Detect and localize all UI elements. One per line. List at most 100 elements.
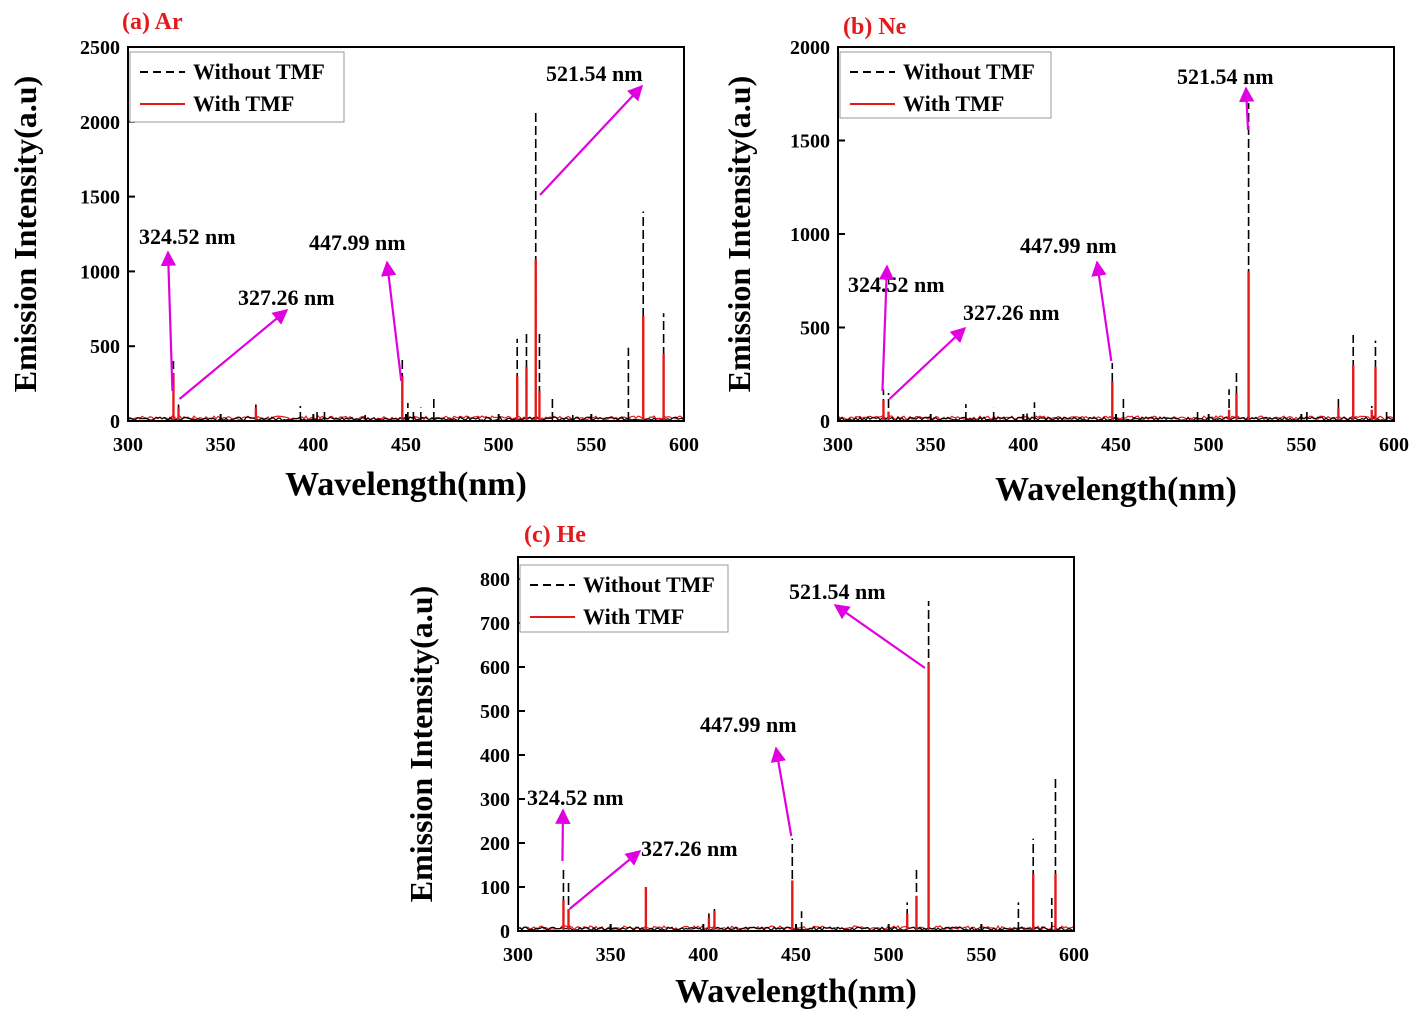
annotation-label: 327.26 nm: [963, 300, 1060, 325]
y-tick-label: 1500: [80, 187, 120, 209]
annotation-label: 521.54 nm: [1177, 64, 1274, 89]
series-without-tmf: [562, 601, 1057, 931]
y-tick-label: 1000: [80, 261, 120, 283]
annotation-arrow: [1091, 260, 1113, 362]
series-with-tmf: [562, 662, 1057, 931]
annotation: 521.54 nm: [789, 579, 926, 669]
annotation: 327.26 nm: [568, 836, 738, 910]
x-tick-label: 550: [1286, 434, 1316, 456]
x-tick-label: 450: [391, 434, 421, 456]
annotation-arrow: [568, 850, 642, 910]
x-axis-title: Wavelength(nm): [995, 471, 1237, 508]
chart-panel-1: (a) Ar 300 350 400 450 500 550 600 0 500 1000 1500 2…: [7, 9, 699, 503]
legend-box: [839, 51, 1052, 119]
annotation-arrow: [1238, 86, 1255, 131]
annotation: 447.99 nm: [1020, 233, 1117, 362]
annotation-label: 447.99 nm: [700, 712, 797, 737]
legend-entry: Without TMF: [903, 59, 1035, 84]
annotation: 327.26 nm: [178, 285, 335, 400]
annotation-label: 447.99 nm: [1020, 233, 1117, 258]
chart-panel-2: (b) Ne 300 350 400 450 500 550 600 0 500 1000 1500 2…: [721, 14, 1409, 508]
annotation-label: 324.52 nm: [527, 785, 624, 810]
y-tick-label: 1500: [790, 131, 830, 153]
annotation: 324.52 nm: [139, 224, 236, 392]
series-without-tmf: [172, 109, 665, 421]
y-tick-label: 2000: [790, 37, 830, 59]
legend-entry: Without TMF: [583, 572, 715, 597]
x-tick-label: 600: [669, 434, 699, 456]
annotation-arrow: [770, 746, 793, 837]
y-tick-label: 200: [480, 833, 510, 855]
legend-entry: Without TMF: [193, 59, 325, 84]
annotation-arrow: [539, 84, 644, 196]
legend-entry: With TMF: [583, 604, 684, 629]
y-tick-label: 0: [820, 411, 830, 433]
y-tick-label: 0: [500, 921, 510, 943]
y-tick-label: 0: [110, 411, 120, 433]
x-tick-label: 350: [596, 944, 626, 966]
y-tick-label: 400: [480, 745, 510, 767]
x-tick-label: 500: [484, 434, 514, 456]
annotation-label: 521.54 nm: [789, 579, 886, 604]
legend-box: [519, 564, 729, 633]
y-tick-label: 1000: [790, 224, 830, 246]
x-tick-label: 600: [1379, 434, 1409, 456]
y-tick-label: 100: [480, 877, 510, 899]
x-tick-label: 450: [1101, 434, 1131, 456]
chart-panel-3: (c) He 300 350 400 450 500 550 600 0 100 200 300 400…: [403, 522, 1089, 1010]
x-tick-label: 400: [688, 944, 718, 966]
annotation: 521.54 nm: [1177, 64, 1274, 131]
y-tick-label: 500: [480, 701, 510, 723]
series-with-tmf: [882, 271, 1377, 421]
y-tick-label: 700: [480, 613, 510, 635]
annotation: 324.52 nm: [527, 785, 624, 862]
annotation-arrow: [878, 264, 895, 392]
x-tick-label: 350: [206, 434, 236, 456]
panel-label: (a) Ar: [122, 9, 183, 35]
x-tick-label: 450: [781, 944, 811, 966]
series-with-tmf: [172, 259, 665, 421]
x-tick-label: 400: [298, 434, 328, 456]
legend: Without TMF With TMF: [129, 51, 345, 123]
x-tick-label: 500: [874, 944, 904, 966]
y-axis-title: Emission Intensity(a.u): [403, 586, 439, 903]
annotation: 447.99 nm: [309, 230, 406, 382]
annotation-label: 447.99 nm: [309, 230, 406, 255]
y-tick-label: 800: [480, 569, 510, 591]
legend-entry: With TMF: [903, 91, 1004, 116]
legend: Without TMF With TMF: [839, 51, 1052, 119]
annotation: 521.54 nm: [539, 61, 644, 196]
annotation-arrow: [178, 309, 289, 400]
series-without-tmf: [882, 103, 1388, 421]
annotation-arrow: [555, 808, 571, 862]
x-tick-label: 550: [966, 944, 996, 966]
x-axis-title: Wavelength(nm): [285, 466, 527, 503]
y-tick-label: 2500: [80, 37, 120, 59]
annotation-label: 521.54 nm: [546, 61, 643, 86]
x-tick-label: 300: [503, 944, 533, 966]
annotation-label: 327.26 nm: [238, 285, 335, 310]
annotation-label: 327.26 nm: [641, 836, 738, 861]
y-tick-label: 500: [90, 336, 120, 358]
annotation-arrow: [833, 604, 926, 669]
y-tick-label: 300: [480, 789, 510, 811]
x-tick-label: 600: [1059, 944, 1089, 966]
y-tick-label: 600: [480, 657, 510, 679]
panel-label: (b) Ne: [843, 14, 907, 40]
annotation: 324.52 nm: [848, 264, 945, 392]
y-axis-title: Emission Intensity(a.u): [7, 76, 43, 393]
x-tick-label: 550: [576, 434, 606, 456]
annotation-arrow: [888, 326, 967, 400]
annotation-arrow: [160, 250, 177, 392]
x-tick-label: 500: [1194, 434, 1224, 456]
y-axis-title: Emission Intensity(a.u): [721, 76, 757, 393]
annotation: 327.26 nm: [888, 300, 1060, 400]
legend-box: [129, 51, 345, 123]
annotation: 447.99 nm: [700, 712, 797, 837]
legend-entry: With TMF: [193, 91, 294, 116]
annotation-label: 324.52 nm: [139, 224, 236, 249]
y-tick-label: 500: [800, 318, 830, 340]
x-tick-label: 300: [113, 434, 143, 456]
legend: Without TMF With TMF: [519, 564, 729, 633]
